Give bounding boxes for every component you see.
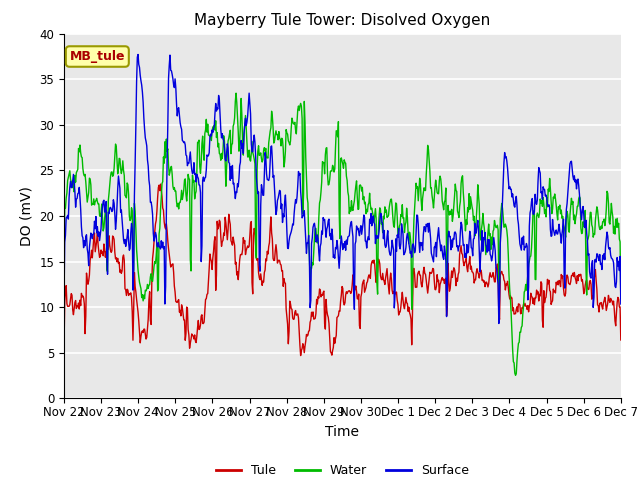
- Tule: [157, 181, 164, 187]
- Tule: [297, 353, 305, 359]
- Surface: [228, 163, 236, 168]
- Surface: [495, 321, 502, 326]
- Water: [228, 142, 236, 147]
- Water: [432, 177, 440, 183]
- Surface: [277, 206, 285, 212]
- Water: [512, 372, 520, 378]
- Water: [401, 229, 408, 235]
- Surface: [432, 240, 440, 245]
- Tule: [617, 337, 625, 343]
- Water: [125, 213, 133, 219]
- Legend: Tule, Water, Surface: Tule, Water, Surface: [211, 459, 474, 480]
- Tule: [60, 344, 68, 349]
- X-axis label: Time: Time: [325, 425, 360, 439]
- Line: Tule: Tule: [64, 184, 621, 356]
- Surface: [256, 268, 264, 274]
- Water: [277, 143, 285, 149]
- Surface: [125, 247, 133, 253]
- Title: Mayberry Tule Tower: Disolved Oxygen: Mayberry Tule Tower: Disolved Oxygen: [195, 13, 490, 28]
- Water: [256, 152, 264, 157]
- Water: [232, 90, 240, 96]
- Line: Water: Water: [64, 93, 621, 375]
- Water: [617, 296, 625, 301]
- Tule: [125, 291, 133, 297]
- Y-axis label: DO (mV): DO (mV): [20, 186, 34, 246]
- Text: MB_tule: MB_tule: [70, 50, 125, 63]
- Tule: [433, 284, 440, 289]
- Tule: [277, 262, 285, 268]
- Water: [60, 271, 68, 276]
- Line: Surface: Surface: [64, 54, 621, 324]
- Surface: [401, 251, 408, 256]
- Surface: [134, 51, 142, 57]
- Tule: [228, 242, 236, 248]
- Surface: [60, 297, 68, 303]
- Surface: [617, 301, 625, 307]
- Tule: [256, 277, 264, 283]
- Tule: [401, 300, 409, 306]
